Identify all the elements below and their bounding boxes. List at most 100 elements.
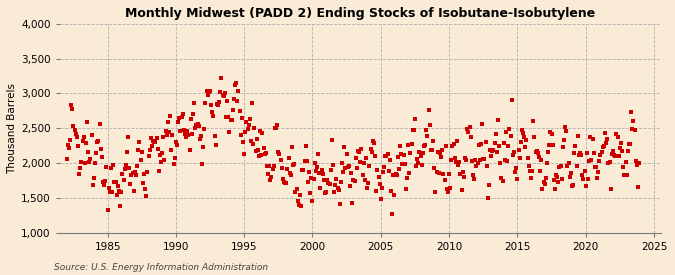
Point	[408, 127, 419, 132]
Point	[518, 131, 529, 135]
Point	[468, 172, 479, 177]
Point	[440, 144, 451, 148]
Point	[337, 161, 348, 165]
Point	[82, 120, 92, 125]
Point	[398, 153, 409, 157]
Point	[475, 158, 485, 162]
Point	[529, 134, 540, 139]
Point	[126, 173, 137, 177]
Point	[536, 158, 547, 162]
Point	[605, 187, 616, 191]
Point	[460, 156, 470, 160]
Point	[560, 125, 570, 129]
Point	[377, 170, 388, 174]
Point	[554, 165, 565, 169]
Point	[68, 124, 79, 128]
Point	[634, 161, 645, 165]
Point	[443, 190, 454, 194]
Point	[478, 157, 489, 161]
Point	[151, 136, 162, 140]
Point	[141, 194, 152, 199]
Point	[570, 144, 580, 148]
Point	[302, 180, 313, 185]
Point	[159, 158, 170, 162]
Point	[290, 190, 301, 194]
Point	[272, 122, 283, 127]
Point	[198, 145, 209, 150]
Point	[587, 137, 598, 142]
Point	[516, 128, 527, 133]
Point	[526, 169, 537, 173]
Point	[437, 148, 448, 152]
Point	[580, 184, 591, 189]
Point	[230, 82, 240, 87]
Point	[443, 172, 454, 177]
Point	[113, 189, 124, 193]
Point	[461, 158, 472, 163]
Point	[236, 133, 246, 137]
Point	[566, 184, 577, 189]
Point	[611, 132, 622, 136]
Point	[383, 169, 394, 174]
Point	[236, 116, 247, 120]
Point	[464, 125, 475, 129]
Point	[356, 147, 367, 151]
Point	[450, 159, 461, 164]
Point	[80, 141, 91, 145]
Point	[455, 172, 466, 177]
Point	[301, 159, 312, 164]
Point	[410, 117, 421, 122]
Point	[612, 134, 623, 139]
Point	[418, 151, 429, 155]
Point	[628, 119, 639, 123]
Point	[528, 119, 539, 123]
Point	[340, 166, 351, 170]
Point	[588, 151, 599, 155]
Point	[544, 143, 555, 147]
Point	[219, 91, 230, 95]
Point	[481, 164, 492, 169]
Point	[342, 165, 353, 170]
Point	[589, 165, 600, 169]
Point	[252, 147, 263, 152]
Point	[110, 180, 121, 185]
Point	[416, 163, 427, 167]
Point	[247, 101, 258, 106]
Point	[367, 138, 378, 143]
Point	[433, 171, 444, 176]
Point	[556, 177, 567, 181]
Point	[182, 129, 192, 133]
Point	[621, 172, 632, 177]
Point	[188, 112, 198, 117]
Point	[392, 173, 402, 177]
Point	[185, 117, 196, 122]
Point	[447, 144, 458, 148]
Point	[458, 169, 468, 174]
Point	[505, 134, 516, 139]
Point	[123, 134, 134, 139]
Point	[304, 170, 315, 174]
Point	[493, 117, 504, 122]
Point	[432, 150, 443, 154]
Point	[562, 164, 573, 168]
Point	[551, 172, 562, 177]
Point	[327, 138, 338, 142]
Point	[171, 143, 182, 147]
Point	[431, 169, 442, 174]
Point	[231, 81, 242, 85]
Point	[541, 161, 552, 166]
Point	[155, 153, 165, 157]
Point	[148, 139, 159, 143]
Point	[88, 175, 99, 180]
Point	[214, 100, 225, 104]
Point	[385, 158, 396, 162]
Point	[491, 150, 502, 154]
Point	[124, 166, 134, 170]
Point	[439, 177, 450, 182]
Point	[87, 183, 98, 187]
Point	[593, 170, 603, 174]
Point	[347, 200, 358, 205]
Point	[558, 145, 568, 149]
Point	[281, 180, 292, 185]
Point	[407, 128, 418, 132]
